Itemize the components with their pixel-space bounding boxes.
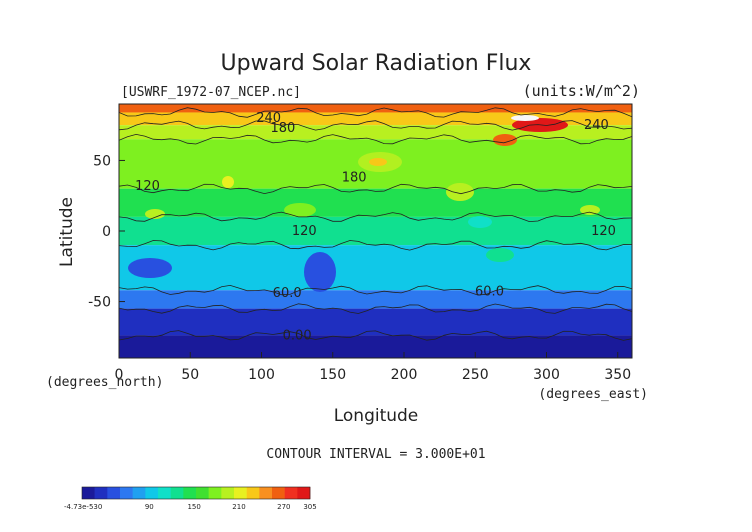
contour-label: 120 [135, 179, 160, 194]
colorbar-swatch [246, 487, 260, 499]
flux-patch [580, 205, 600, 215]
x-tick-label: 200 [391, 367, 418, 383]
contour-label: 120 [591, 224, 616, 239]
y-unit-label: (degrees_north) [46, 375, 163, 390]
colorbar-tick-label: 150 [187, 503, 200, 511]
colorbar-swatch [132, 487, 146, 499]
contour-line [119, 107, 632, 118]
y-tick-label: 0 [102, 224, 111, 240]
colorbar-swatch [120, 487, 133, 499]
x-axis-label: Longitude [334, 406, 419, 426]
flux-patch [493, 134, 517, 146]
x-axis-ticks: 0 50 100 150 200 250 300 350 [115, 352, 631, 383]
contour-label: 60.0 [475, 285, 504, 300]
x-tick-label: 100 [248, 367, 275, 383]
colorbar-swatch [297, 487, 311, 499]
flux-patch [304, 252, 336, 292]
y-axis-ticks: -50 0 50 [88, 153, 125, 311]
colorbar-swatch [158, 487, 171, 499]
flux-band [119, 188, 632, 217]
contour-label: 60.0 [273, 286, 302, 301]
x-tick-label: 0 [115, 367, 124, 383]
contour-label: 0.00 [283, 328, 312, 343]
contour-line [119, 284, 632, 296]
colorbar-frame [81, 486, 311, 500]
colorbar-ticks: -4.73e-530 90 150 210 270 305 [64, 503, 317, 511]
flux-band [119, 335, 632, 358]
colorbar-swatch [221, 487, 235, 499]
flux-patch [511, 115, 539, 121]
flux-band [119, 216, 632, 246]
flux-patch [128, 258, 172, 278]
flux-band [119, 112, 632, 126]
colorbar [81, 486, 311, 500]
x-unit-label: (degrees_east) [538, 387, 648, 402]
x-tick-label: 250 [462, 367, 489, 383]
flux-bands [119, 104, 632, 358]
flux-patch [486, 248, 514, 262]
colorbar-tick-label: -4.73e-530 [64, 503, 102, 511]
colorbar-swatch [183, 487, 197, 499]
contour-label: 180 [270, 121, 295, 136]
contour-line [119, 240, 632, 251]
colorbar-tick-label: 305 [303, 503, 316, 511]
y-axis-label: Latitude [57, 197, 77, 267]
colorbar-tick-label: 210 [232, 503, 245, 511]
colorbar-tick-label: 270 [277, 503, 290, 511]
colorbar-swatch [94, 487, 108, 499]
contour-interval-label: CONTOUR INTERVAL = 3.000E+01 [266, 447, 485, 462]
flux-band [119, 245, 632, 291]
colorbar-swatch [82, 487, 95, 499]
colorbar-swatch [145, 487, 159, 499]
colorbar-swatch [259, 487, 273, 499]
flux-patch [468, 216, 492, 228]
x-tick-label: 300 [533, 367, 560, 383]
flux-patch [284, 203, 316, 217]
contour-line [119, 303, 632, 314]
x-tick-label: 150 [319, 367, 346, 383]
contour-line [119, 211, 632, 223]
colorbar-swatch [170, 487, 184, 499]
chart-title: Upward Solar Radiation Flux [221, 51, 532, 76]
flux-band [119, 104, 632, 113]
contour-line [119, 183, 632, 195]
contour-label: 180 [342, 170, 367, 185]
colorbar-swatch [284, 487, 298, 499]
contour-label: 120 [292, 224, 317, 239]
y-tick-label: 50 [93, 153, 111, 169]
flux-patch [369, 158, 387, 166]
x-tick-label: 350 [604, 367, 631, 383]
colorbar-swatch [208, 487, 222, 499]
flux-band [119, 290, 632, 309]
contour-line [119, 120, 632, 131]
colorbar-swatch [272, 487, 285, 499]
contour-line [119, 330, 632, 341]
units-label: (units:W/m^2) [523, 82, 640, 100]
contour-label: 240 [256, 111, 281, 126]
y-tick-label: -50 [88, 295, 111, 311]
contour-lines [119, 107, 632, 341]
colorbar-tick-label: 90 [145, 503, 154, 511]
colorbar-swatch [196, 487, 209, 499]
flux-patches [128, 115, 600, 292]
flux-patch [145, 209, 165, 219]
colorbar-swatch [107, 487, 121, 499]
contour-line [119, 133, 632, 145]
colorbar-swatch [234, 487, 247, 499]
contour-label: 240 [584, 118, 609, 133]
flux-patch [446, 183, 474, 201]
flux-patch [222, 176, 234, 188]
flux-band [119, 308, 632, 336]
x-tick-label: 50 [181, 367, 199, 383]
source-file-label: [USWRF_1972-07_NCEP.nc] [121, 85, 301, 100]
